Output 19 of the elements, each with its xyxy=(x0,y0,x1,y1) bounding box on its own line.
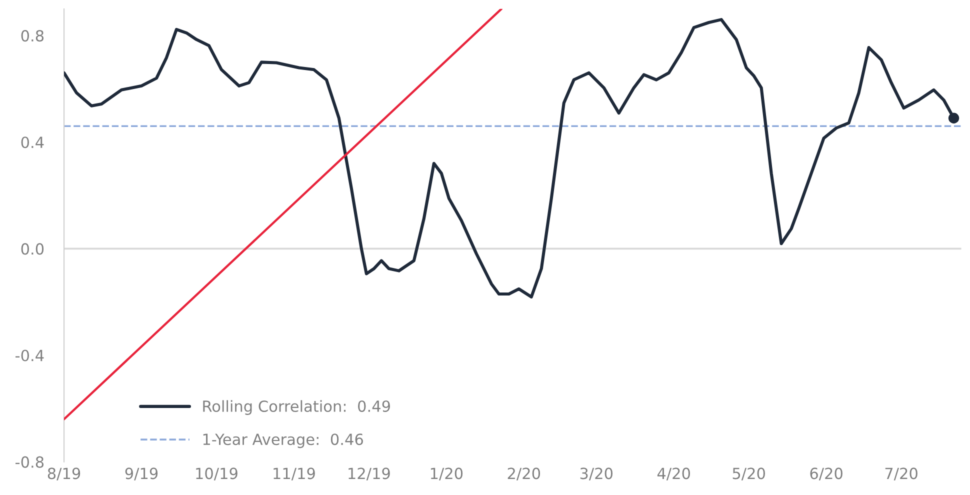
x-tick-label: 1/20 xyxy=(430,468,463,480)
x-tick-label: 9/19 xyxy=(125,468,158,480)
x-tick-label: 6/20 xyxy=(810,468,842,480)
x-tick-label: 8/19 xyxy=(48,468,80,480)
x-tick-label: 11/19 xyxy=(274,468,315,480)
x-tick-label: 4/20 xyxy=(657,468,690,480)
legend-label: Rolling Correlation: 0.49 xyxy=(203,400,390,415)
x-tick-label: 7/20 xyxy=(885,468,918,480)
x-tick-label: 5/20 xyxy=(732,468,765,480)
x-tick-label: 3/20 xyxy=(580,468,613,480)
y-tick-label: -0.8 xyxy=(16,456,44,468)
x-tick-label: 12/19 xyxy=(348,468,390,480)
x-tick-label: 10/19 xyxy=(196,468,238,480)
y-tick-label: 0.0 xyxy=(21,243,44,255)
y-tick-label: 0.8 xyxy=(21,30,44,42)
y-tick-label: 0.4 xyxy=(21,136,44,148)
y-tick-label: -0.4 xyxy=(16,350,44,362)
legend-label: 1-Year Average: 0.46 xyxy=(203,434,363,448)
x-tick-label: 2/20 xyxy=(508,468,540,480)
